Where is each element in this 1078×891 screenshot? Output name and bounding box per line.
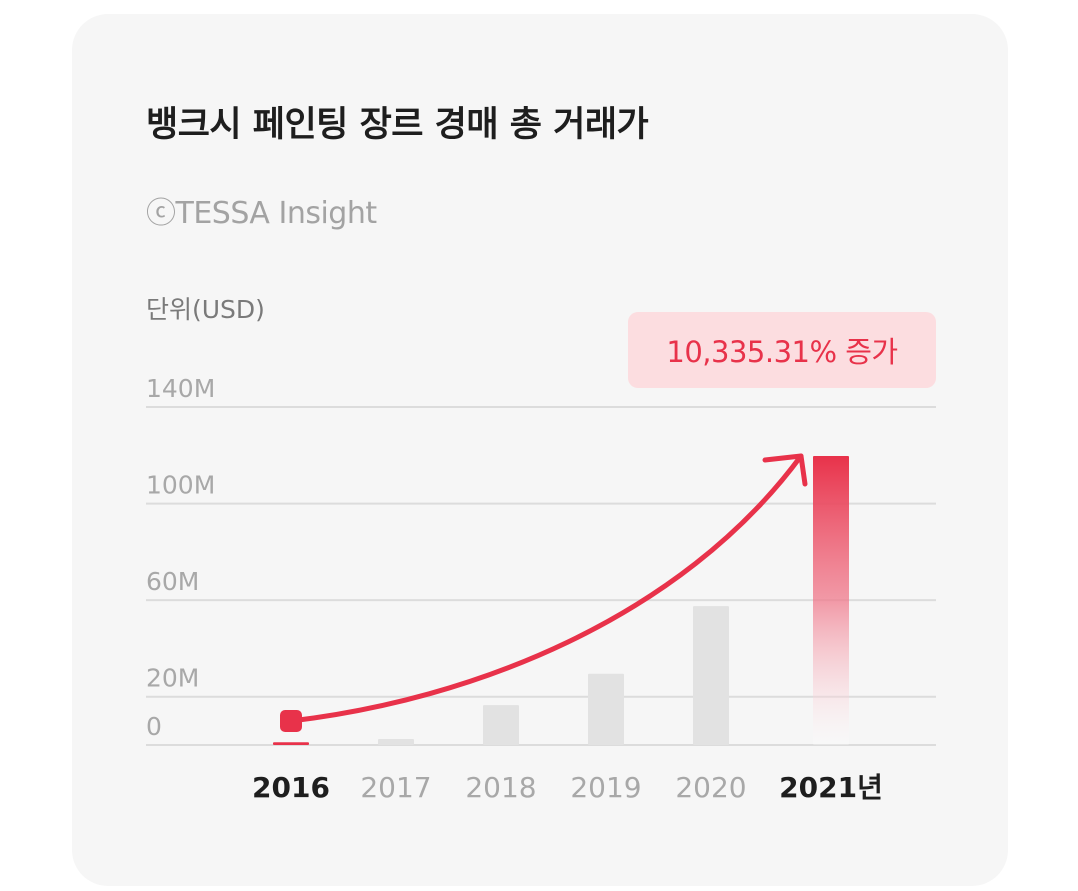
y-tick-label: 20M (146, 664, 199, 693)
chart-title: 뱅크시 페인팅 장르 경매 총 거래가 (146, 105, 649, 145)
start-point-marker (280, 710, 302, 732)
bar-2017 (378, 738, 414, 745)
x-tick-label: 2020 (675, 771, 746, 804)
bar-2021년 (813, 456, 849, 745)
y-tick-label: 100M (146, 471, 215, 500)
bar-2016 (273, 742, 309, 745)
y-tick-label: 140M (146, 374, 215, 403)
arrow-head (762, 453, 808, 487)
x-tick-label: 2018 (465, 771, 536, 804)
chart-card (72, 14, 1008, 886)
unit-label: 단위(USD) (146, 295, 265, 324)
bar-2020 (693, 606, 729, 745)
bar-2018 (483, 705, 519, 745)
x-tick-label: 2021년 (779, 771, 883, 804)
x-tick-label: 2016 (252, 771, 330, 804)
bar-2019 (588, 673, 624, 745)
growth-badge: 10,335.31% 증가 (628, 312, 936, 388)
growth-arrow (288, 453, 804, 724)
x-tick-label: 2017 (360, 771, 431, 804)
x-tick-label: 2019 (570, 771, 641, 804)
source-credit: ⓒTESSA Insight (146, 196, 377, 231)
y-tick-label: 60M (146, 567, 199, 596)
y-tick-label: 0 (146, 712, 162, 741)
